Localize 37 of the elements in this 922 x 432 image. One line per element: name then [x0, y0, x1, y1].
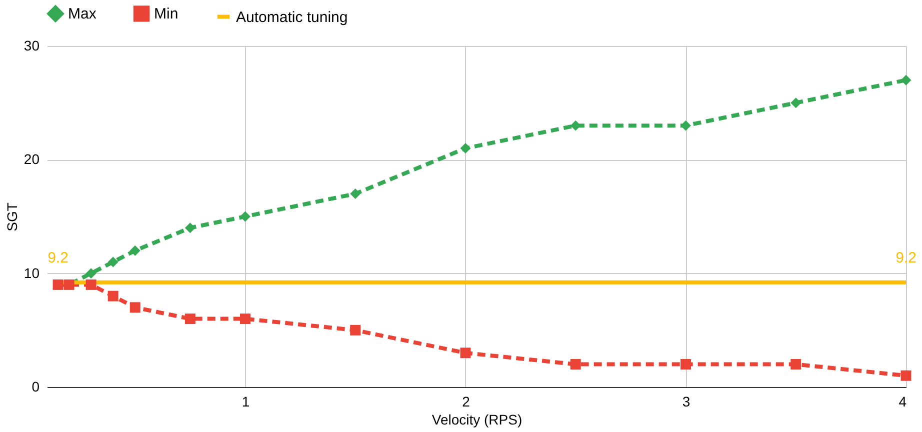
point [790, 359, 802, 370]
point [460, 143, 471, 154]
point [240, 314, 250, 324]
point [130, 245, 140, 256]
point [240, 211, 250, 222]
point [900, 370, 912, 381]
point [130, 302, 140, 313]
point [108, 256, 118, 268]
data-label: 9.2 [48, 249, 68, 266]
legend-label: Automatic tuning [236, 8, 348, 26]
y-tick-label: 0 [32, 378, 40, 394]
point [790, 98, 802, 108]
y-tick-label: 20 [24, 151, 40, 168]
legend-label: Min [154, 6, 178, 23]
point [680, 359, 691, 370]
point [570, 120, 581, 131]
point [184, 314, 196, 324]
point [86, 279, 96, 290]
point [350, 188, 361, 200]
point [900, 74, 912, 86]
data-label: 9.2 [896, 249, 916, 266]
x-tick-label: 4 [898, 394, 907, 410]
legend-label: Max [68, 6, 97, 23]
point [108, 290, 118, 302]
point [184, 222, 196, 234]
x-tick-label: 2 [462, 394, 470, 410]
point [680, 120, 691, 131]
y-tick-label: 30 [24, 38, 40, 54]
y-tick-label: 10 [24, 264, 40, 281]
point [460, 348, 471, 358]
y-axis-title: SGT [4, 202, 20, 232]
point [350, 324, 361, 336]
x-axis-title: Velocity (RPS) [432, 412, 522, 428]
point [570, 359, 581, 370]
point [86, 268, 96, 279]
x-tick-label: 3 [682, 394, 690, 410]
x-tick-label: 1 [242, 394, 250, 410]
